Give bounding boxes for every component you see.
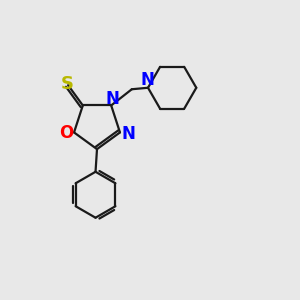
- Text: N: N: [140, 71, 154, 89]
- Text: S: S: [61, 75, 74, 93]
- Text: O: O: [59, 124, 73, 142]
- Text: N: N: [106, 90, 120, 108]
- Text: N: N: [122, 125, 136, 143]
